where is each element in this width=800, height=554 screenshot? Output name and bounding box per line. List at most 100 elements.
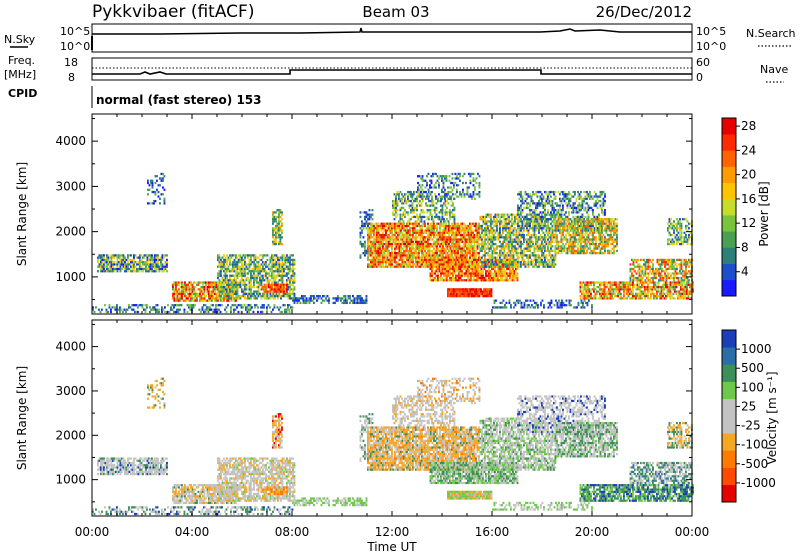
power-cell (431, 242, 434, 246)
power-cell (464, 274, 466, 277)
power-cell (464, 242, 467, 246)
power-cell (536, 249, 539, 253)
power-cell (370, 240, 372, 243)
power-cell (244, 283, 246, 286)
power-cell (196, 295, 198, 298)
power-cell (290, 258, 293, 262)
power-cell (532, 261, 534, 264)
power-cell (245, 263, 248, 266)
power-cell (263, 292, 266, 295)
power-cell (119, 261, 122, 264)
power-cell (541, 258, 543, 262)
power-cell (506, 258, 508, 262)
power-cell (156, 175, 158, 178)
power-cell (421, 188, 424, 191)
nsearch-label: N.Search (746, 27, 796, 40)
power-cell (246, 306, 249, 309)
power-cell (122, 258, 125, 262)
power-cell (152, 265, 155, 268)
power-cell (271, 272, 273, 275)
power-cell (212, 285, 215, 289)
power-cell (449, 267, 451, 271)
power-cell (377, 224, 380, 228)
power-cell (444, 274, 447, 277)
power-cell (402, 195, 405, 198)
power-cell (425, 252, 428, 255)
power-cell (379, 247, 381, 250)
power-cell (538, 247, 540, 250)
power-cell (148, 188, 151, 191)
power-cell (119, 254, 122, 257)
power-cell (184, 283, 186, 286)
power-cell (523, 249, 525, 253)
power-cell (394, 233, 396, 237)
power-cell (435, 181, 437, 185)
power-cell (466, 229, 468, 232)
power-cell (398, 193, 400, 196)
power-cell (451, 245, 453, 248)
power-cell (272, 240, 274, 243)
power-cell (512, 245, 515, 248)
power-cell (533, 220, 536, 223)
power-cell (371, 247, 374, 250)
power-cell (211, 295, 213, 298)
power-cell (250, 288, 252, 291)
power-cell (194, 299, 197, 302)
power-cell (238, 254, 240, 257)
power-cell (517, 247, 519, 250)
power-cell (511, 222, 513, 225)
power-cell (521, 252, 524, 255)
power-cell (428, 231, 431, 234)
power-cell (452, 261, 454, 264)
power-cell (383, 254, 386, 257)
power-cell (218, 270, 221, 273)
power-cell (421, 177, 424, 180)
power-cell (501, 276, 504, 280)
power-cell (434, 252, 437, 255)
power-cell (431, 265, 433, 268)
power-cell (514, 233, 516, 237)
power-cell (367, 218, 369, 221)
power-cell (502, 254, 504, 257)
power-cell (520, 252, 522, 255)
power-cell (391, 236, 393, 239)
power-cell (215, 304, 217, 307)
power-cell (421, 193, 424, 196)
power-cell (373, 238, 375, 241)
power-cell (476, 231, 479, 234)
power-cell (281, 285, 284, 289)
power-cell (191, 306, 193, 309)
power-cell (361, 222, 363, 225)
power-cell (535, 256, 537, 259)
power-cell (485, 215, 488, 219)
power-cell (285, 308, 288, 311)
power-cell (487, 295, 490, 298)
power-cell (272, 265, 275, 268)
power-cell (151, 270, 153, 273)
power-cell (530, 238, 533, 241)
power-cell (469, 222, 471, 225)
power-cell (146, 263, 149, 266)
power-cell (341, 297, 344, 300)
power-cell (428, 245, 431, 248)
power-cell (319, 295, 321, 298)
power-cell (464, 236, 467, 239)
power-cell (188, 295, 191, 298)
power-cell (461, 245, 464, 248)
power-cell (539, 256, 542, 259)
power-cell (476, 263, 478, 266)
power-cell (129, 306, 132, 309)
power-cell (220, 261, 222, 264)
power-cell (435, 263, 438, 266)
power-cell (457, 231, 459, 234)
power-cell (359, 256, 362, 259)
power-cell (371, 254, 374, 257)
power-cell (190, 292, 192, 295)
power-cell (492, 274, 495, 277)
power-cell (455, 227, 458, 230)
power-cell (286, 281, 288, 284)
power-cell (442, 231, 444, 234)
power-cell (501, 265, 504, 268)
power-cell (451, 240, 453, 243)
power-cell (493, 238, 495, 241)
